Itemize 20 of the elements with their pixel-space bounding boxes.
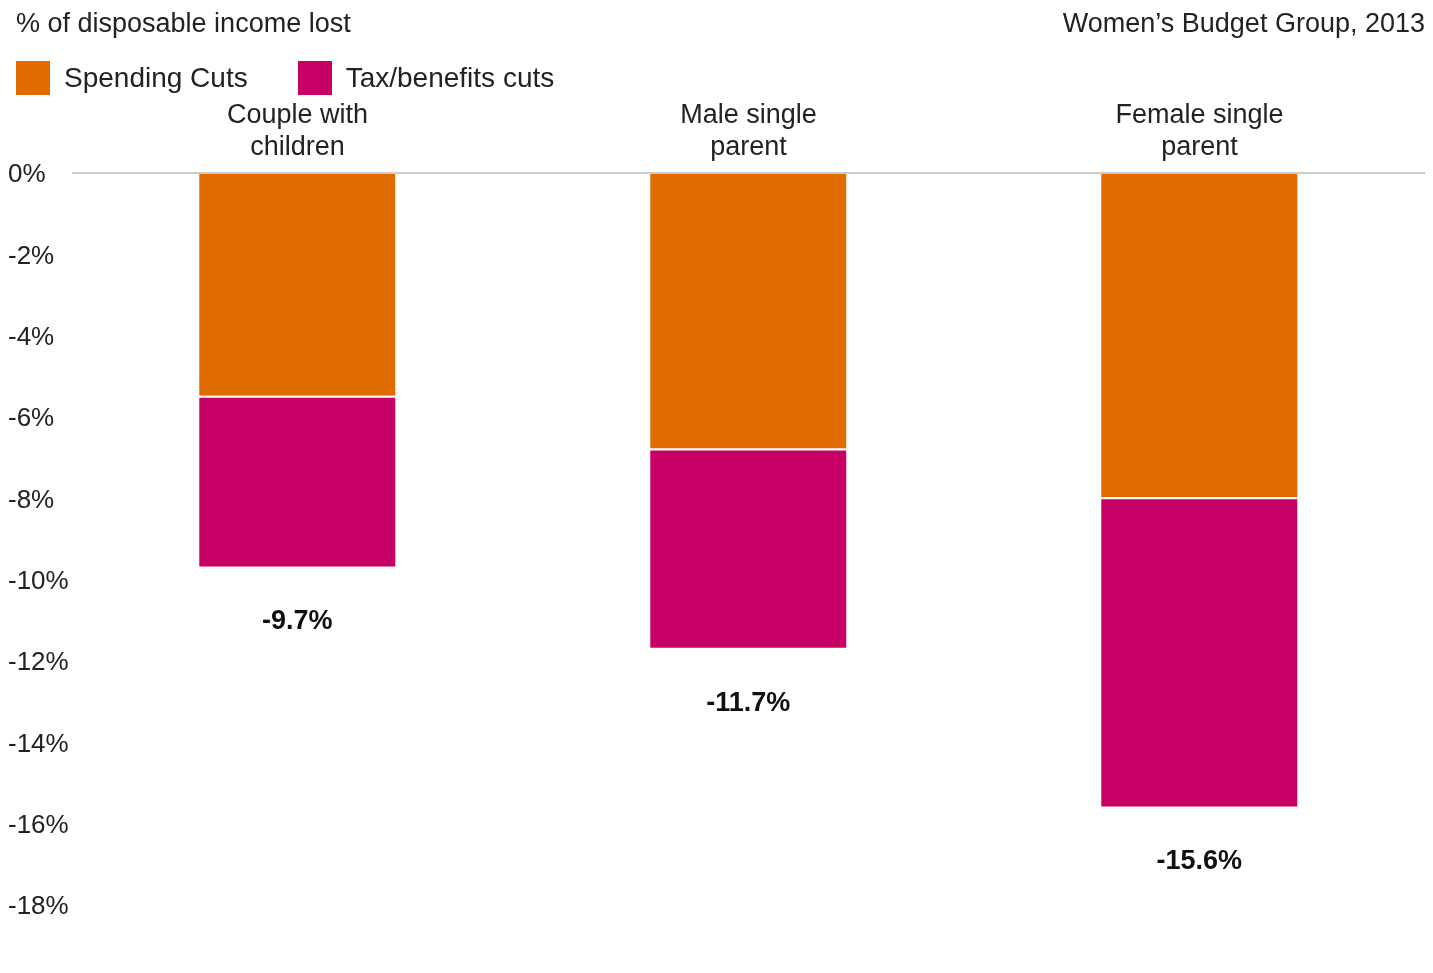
legend-label: Spending Cuts: [64, 62, 248, 94]
total-label: -11.7%: [706, 686, 791, 717]
y-tick-label: -4%: [8, 320, 55, 351]
legend-label: Tax/benefits cuts: [345, 62, 555, 94]
x-tick-label: Male single parent: [680, 99, 817, 161]
x-tick-label: Couple with children: [226, 99, 369, 161]
y-tick-label: -12%: [8, 646, 69, 677]
y-tick-label: -2%: [8, 239, 55, 270]
total-label: -15.6%: [1156, 845, 1243, 876]
text: Women’s Budget Group, 2013: [1062, 8, 1425, 39]
y-tick-label: 0%: [8, 158, 46, 189]
y-tick-label: -16%: [8, 808, 69, 839]
chart-title: % of disposable income lost: [16, 8, 351, 39]
total-label: -9.7%: [262, 605, 333, 636]
y-tick-label: -18%: [8, 890, 69, 921]
x-tick-label: Female single parent: [1115, 99, 1284, 161]
y-tick-label: -10%: [8, 564, 69, 595]
y-tick-label: -6%: [8, 402, 55, 433]
y-tick-label: -8%: [8, 483, 55, 514]
y-tick-label: -14%: [8, 727, 69, 758]
